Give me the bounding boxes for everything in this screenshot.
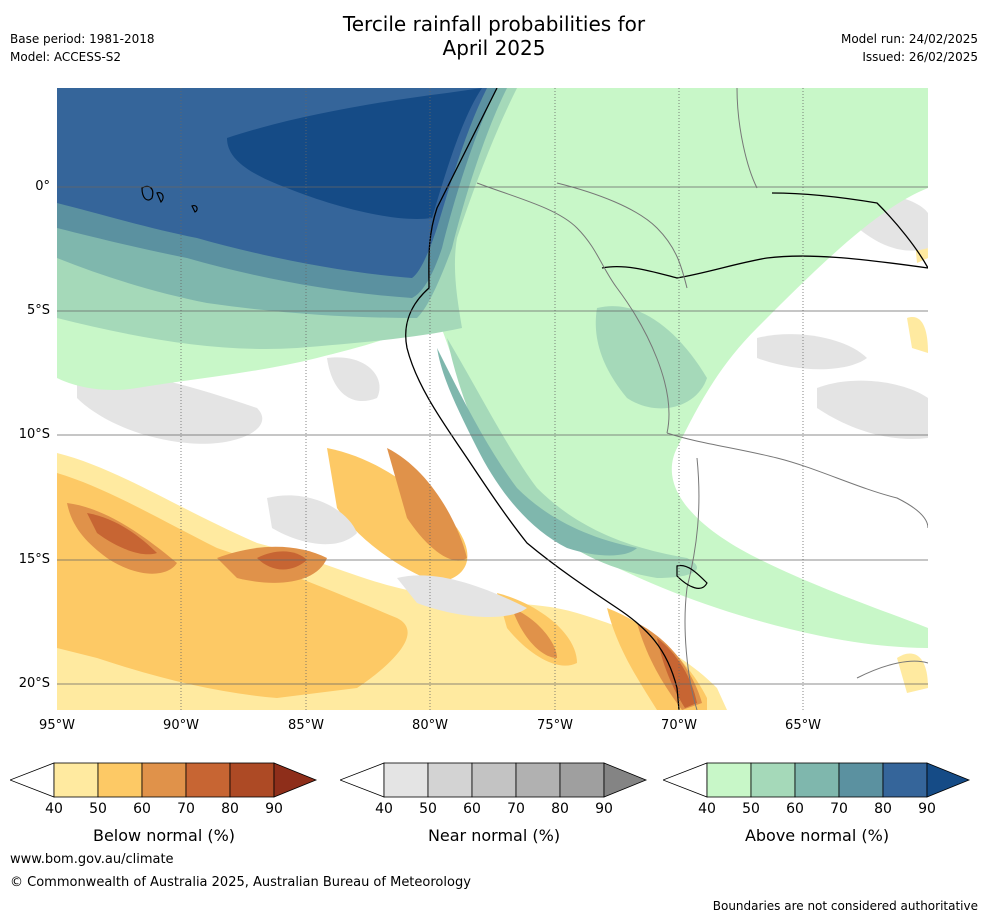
lon-label-75w: 75°W: [537, 718, 573, 733]
model-text: Model: ACCESS-S2: [10, 50, 122, 64]
right-meta: Model run: 24/02/2025 Issued: 26/02/2025: [841, 30, 978, 66]
below-tick-70: 70: [177, 801, 195, 817]
below-tick-80: 80: [221, 801, 239, 817]
lat-label-5s: 5°S: [26, 303, 50, 318]
colorbar-below-max-arrow: [273, 762, 318, 798]
near-tick-90: 90: [595, 801, 613, 817]
above-tick-70: 70: [830, 801, 848, 817]
lon-label-95w: 95°W: [39, 718, 75, 733]
above-tick-40: 40: [698, 801, 716, 817]
above-tick-90: 90: [918, 801, 936, 817]
coastlines: [405, 88, 928, 710]
lat-label-20s: 20°S: [18, 676, 50, 691]
near-tick-70: 70: [507, 801, 525, 817]
map-area: [57, 88, 928, 710]
footer-copyright: © Commonwealth of Australia 2025, Austra…: [10, 875, 471, 890]
colorbar-near: [340, 762, 648, 798]
below-tick-40: 40: [45, 801, 63, 817]
near-tick-60: 60: [463, 801, 481, 817]
lat-label-15s: 15°S: [18, 552, 50, 567]
lon-label-70w: 70°W: [661, 718, 697, 733]
issued-text: Issued: 26/02/2025: [862, 50, 978, 64]
borders: [476, 88, 928, 710]
colorbar-below: [10, 762, 318, 798]
above-tick-80: 80: [874, 801, 892, 817]
lat-label-0: 0°: [35, 179, 50, 194]
lake-titicaca: [676, 564, 708, 589]
above-normal-label: Above normal (%): [744, 826, 890, 845]
colorbar-above-min-arrow: [663, 762, 708, 798]
base-period-text: Base period: 1981-2018: [10, 32, 155, 46]
above-normal-regions: [57, 88, 928, 648]
footer-note: Boundaries are not considered authoritat…: [712, 899, 978, 913]
lon-label-85w: 85°W: [288, 718, 324, 733]
below-normal-label: Below normal (%): [92, 826, 236, 845]
title-line-1: Tercile rainfall probabilities for: [342, 12, 646, 36]
below-normal-regions: [57, 96, 928, 710]
near-normal-label: Near normal (%): [427, 826, 561, 845]
near-tick-50: 50: [419, 801, 437, 817]
left-meta: Base period: 1981-2018 Model: ACCESS-S2: [10, 30, 155, 66]
below-tick-90: 90: [265, 801, 283, 817]
lat-label-10s: 10°S: [18, 427, 50, 442]
colorbar-near-max-arrow: [603, 762, 648, 798]
title-line-2: April 2025: [442, 36, 546, 60]
colorbar-above: [663, 762, 971, 798]
map-title: Tercile rainfall probabilities for April…: [0, 12, 988, 60]
near-tick-40: 40: [375, 801, 393, 817]
colorbar-above-max-arrow: [926, 762, 971, 798]
footer-url: www.bom.gov.au/climate: [10, 852, 174, 867]
lon-label-80w: 80°W: [412, 718, 448, 733]
map-canvas: [57, 88, 928, 710]
below-tick-50: 50: [89, 801, 107, 817]
gridlines: [57, 88, 928, 710]
below-tick-60: 60: [133, 801, 151, 817]
near-tick-80: 80: [551, 801, 569, 817]
model-run-text: Model run: 24/02/2025: [840, 32, 978, 46]
above-tick-50: 50: [742, 801, 760, 817]
lon-label-65w: 65°W: [785, 718, 821, 733]
lon-label-90w: 90°W: [163, 718, 199, 733]
colorbar-below-min-arrow: [10, 762, 55, 798]
colorbar-near-min-arrow: [340, 762, 385, 798]
galapagos-islands: [141, 185, 198, 213]
above-tick-60: 60: [786, 801, 804, 817]
